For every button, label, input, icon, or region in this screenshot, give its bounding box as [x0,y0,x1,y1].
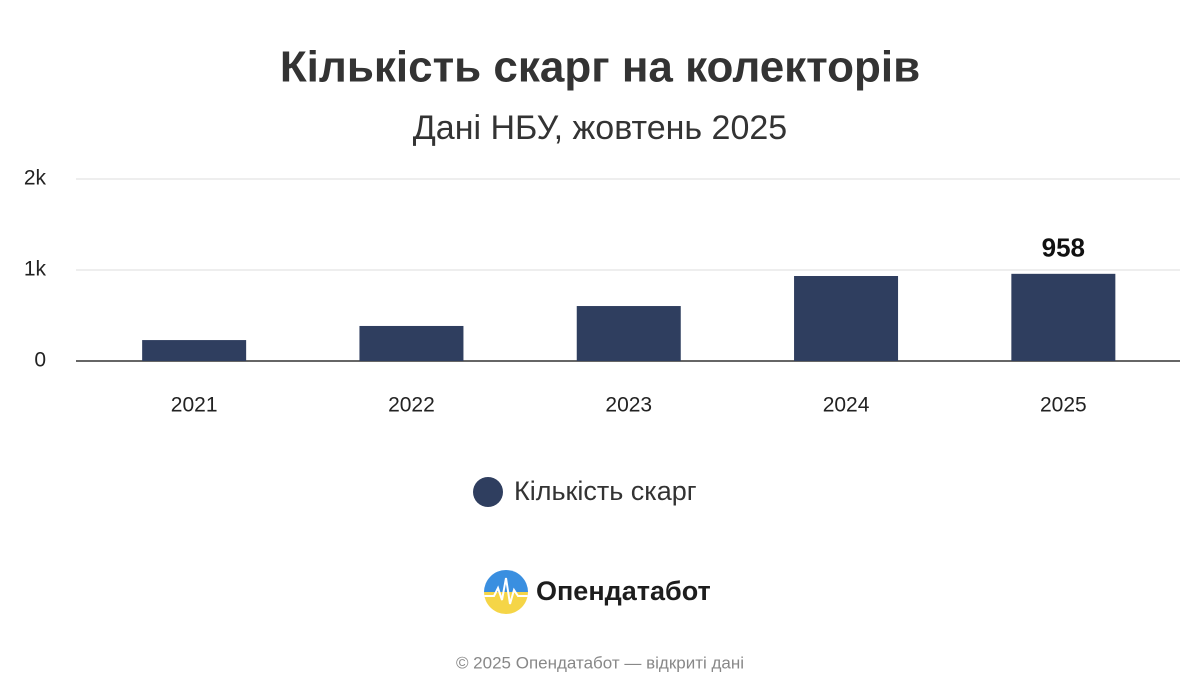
x-tick-label: 2023 [605,394,652,417]
brand: Опендатабот [536,576,711,606]
x-tick-label: 2022 [388,394,435,417]
y-tick-label: 1k [24,258,47,281]
x-tick-label: 2025 [1040,394,1087,417]
bar [359,325,464,361]
chart-title: Кількість скарг на колекторів [280,43,920,92]
legend-marker [473,477,503,507]
footer: © 2025 Опендатабот — відкриті дані [456,653,744,672]
value-label: 958 [1042,233,1085,263]
y-tick-label: 0 [34,349,46,372]
bar [142,340,247,361]
bar [1011,273,1116,361]
y-tick-label: 2k [24,167,47,190]
x-tick-label: 2021 [171,394,218,417]
bar [576,306,681,361]
legend-label: Кількість скарг [514,476,697,506]
logo [484,570,528,614]
chart-subtitle: Дані НБУ, жовтень 2025 [413,109,787,147]
x-tick-label: 2024 [823,394,870,417]
bar [794,276,899,361]
